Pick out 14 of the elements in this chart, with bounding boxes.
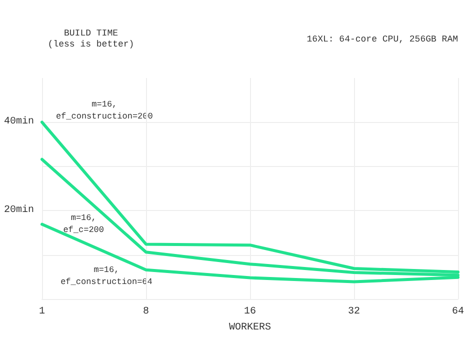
chart-title: BUILD TIME	[64, 28, 118, 38]
x-tick-label: 1	[38, 306, 46, 318]
series-label: m=16, ef_construction=200	[56, 100, 153, 122]
y-tick-label: 20min	[4, 204, 34, 216]
x-axis-title: WORKERS	[228, 322, 272, 334]
x-tick-label: 32	[348, 306, 360, 318]
series-label: m=16, ef_construction=64	[60, 265, 152, 288]
series-label: m=16, ef_c=200	[63, 212, 104, 235]
x-tick-label: 64	[452, 306, 464, 318]
x-tick-label: 8	[142, 306, 150, 318]
chart-subtitle: (less is better)	[48, 40, 134, 50]
text: 16XL: 64-core CPU, 256GB RAM	[306, 34, 458, 44]
y-tick-label: 40min	[4, 116, 34, 128]
x-tick-label: 16	[244, 306, 256, 318]
